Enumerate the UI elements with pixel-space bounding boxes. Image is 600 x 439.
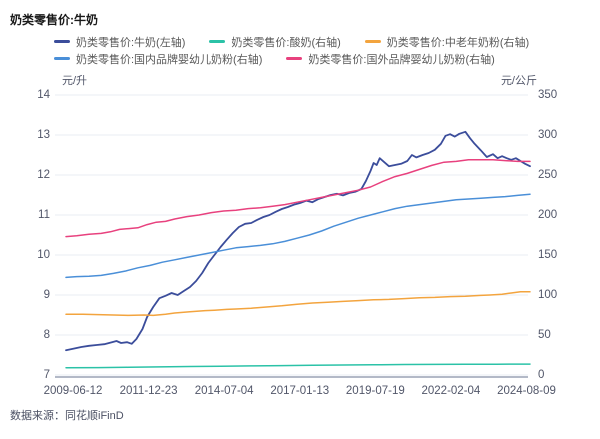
legend-line-swatch-icon xyxy=(54,57,70,60)
legend-line-swatch-icon xyxy=(286,57,303,60)
series-line-2 xyxy=(65,291,531,317)
y-axis-tick-right: 100 xyxy=(538,289,558,301)
legend-item[interactable]: 奶类零售价:牛奶(左轴) xyxy=(54,34,185,50)
legend-item[interactable]: 奶类零售价:中老年奶粉(右轴) xyxy=(364,34,530,50)
y-axis-tick-right: 350 xyxy=(538,89,558,101)
y-axis-tick-left: 11 xyxy=(38,209,50,221)
legend-line-swatch-icon xyxy=(364,40,381,43)
legend-line-swatch-icon xyxy=(209,40,226,43)
legend-item[interactable]: 奶类零售价:国外品牌婴幼儿奶粉(右轴) xyxy=(286,51,495,67)
y-axis-tick-right: 300 xyxy=(538,129,558,141)
legend-row: 奶类零售价:国内品牌婴幼儿奶粉(右轴) 奶类零售价:国外品牌婴幼儿奶粉(右轴) xyxy=(54,51,554,66)
page-title: 奶类零售价:牛奶 xyxy=(10,13,98,27)
y-axis-tick-right: 200 xyxy=(538,209,558,221)
y-axis-tick-left: 12 xyxy=(37,169,50,181)
x-axis-tick: 2022-02-04 xyxy=(421,385,481,397)
legend-label: 奶类零售价:牛奶(左轴) xyxy=(76,36,186,49)
legend-line-swatch-icon xyxy=(54,40,70,43)
y-axis-tick-left: 9 xyxy=(43,289,50,301)
x-axis-tick: 2009-06-12 xyxy=(43,385,103,397)
x-axis-tick: 2024-08-09 xyxy=(497,385,556,397)
legend-item[interactable]: 奶类零售价:国内品牌婴幼儿奶粉(右轴) xyxy=(54,51,262,67)
legend-row: 奶类零售价:牛奶(左轴) 奶类零售价:酸奶(右轴) 奶类零售价:中老年奶粉(右轴) xyxy=(54,34,554,49)
y-axis-tick-left: 8 xyxy=(43,329,50,341)
y-axis-tick-left: 7 xyxy=(43,369,50,381)
x-axis-tick: 2011-12-23 xyxy=(119,385,178,397)
legend-item[interactable]: 奶类零售价:酸奶(右轴) xyxy=(209,34,341,50)
y-axis-tick-right: 250 xyxy=(538,169,558,181)
series-line-0 xyxy=(65,130,531,352)
y-axis-tick-right: 150 xyxy=(538,249,558,261)
x-axis-tick: 2019-07-19 xyxy=(345,385,405,397)
x-axis-tick: 2017-01-13 xyxy=(270,385,330,397)
data-source-note: 数据来源：同花顺iFinD xyxy=(10,410,124,422)
y-axis-tick-right: 50 xyxy=(538,329,551,341)
x-axis-tick: 2014-07-04 xyxy=(194,385,254,397)
right-axis-unit-label: 元/公斤 xyxy=(500,75,537,87)
legend-label: 奶类零售价:酸奶(右轴) xyxy=(231,36,341,49)
series-line-3 xyxy=(65,193,531,279)
legend-label: 奶类零售价:国外品牌婴幼儿奶粉(右轴) xyxy=(308,53,495,66)
chart-legend: 奶类零售价:牛奶(左轴) 奶类零售价:酸奶(右轴) 奶类零售价:中老年奶粉(右轴) 奶… xyxy=(54,34,554,66)
y-axis-tick-right: 0 xyxy=(538,369,545,381)
y-axis-tick-left: 10 xyxy=(37,249,50,261)
y-axis-tick-left: 14 xyxy=(37,89,50,101)
legend-label: 奶类零售价:中老年奶粉(右轴) xyxy=(386,36,530,49)
series-line-4 xyxy=(65,159,531,238)
series-line-1 xyxy=(65,363,531,369)
y-axis-tick-left: 13 xyxy=(37,129,50,141)
legend-label: 奶类零售价:国内品牌婴幼儿奶粉(右轴) xyxy=(76,53,263,66)
left-axis-unit-label: 元/升 xyxy=(62,75,88,87)
